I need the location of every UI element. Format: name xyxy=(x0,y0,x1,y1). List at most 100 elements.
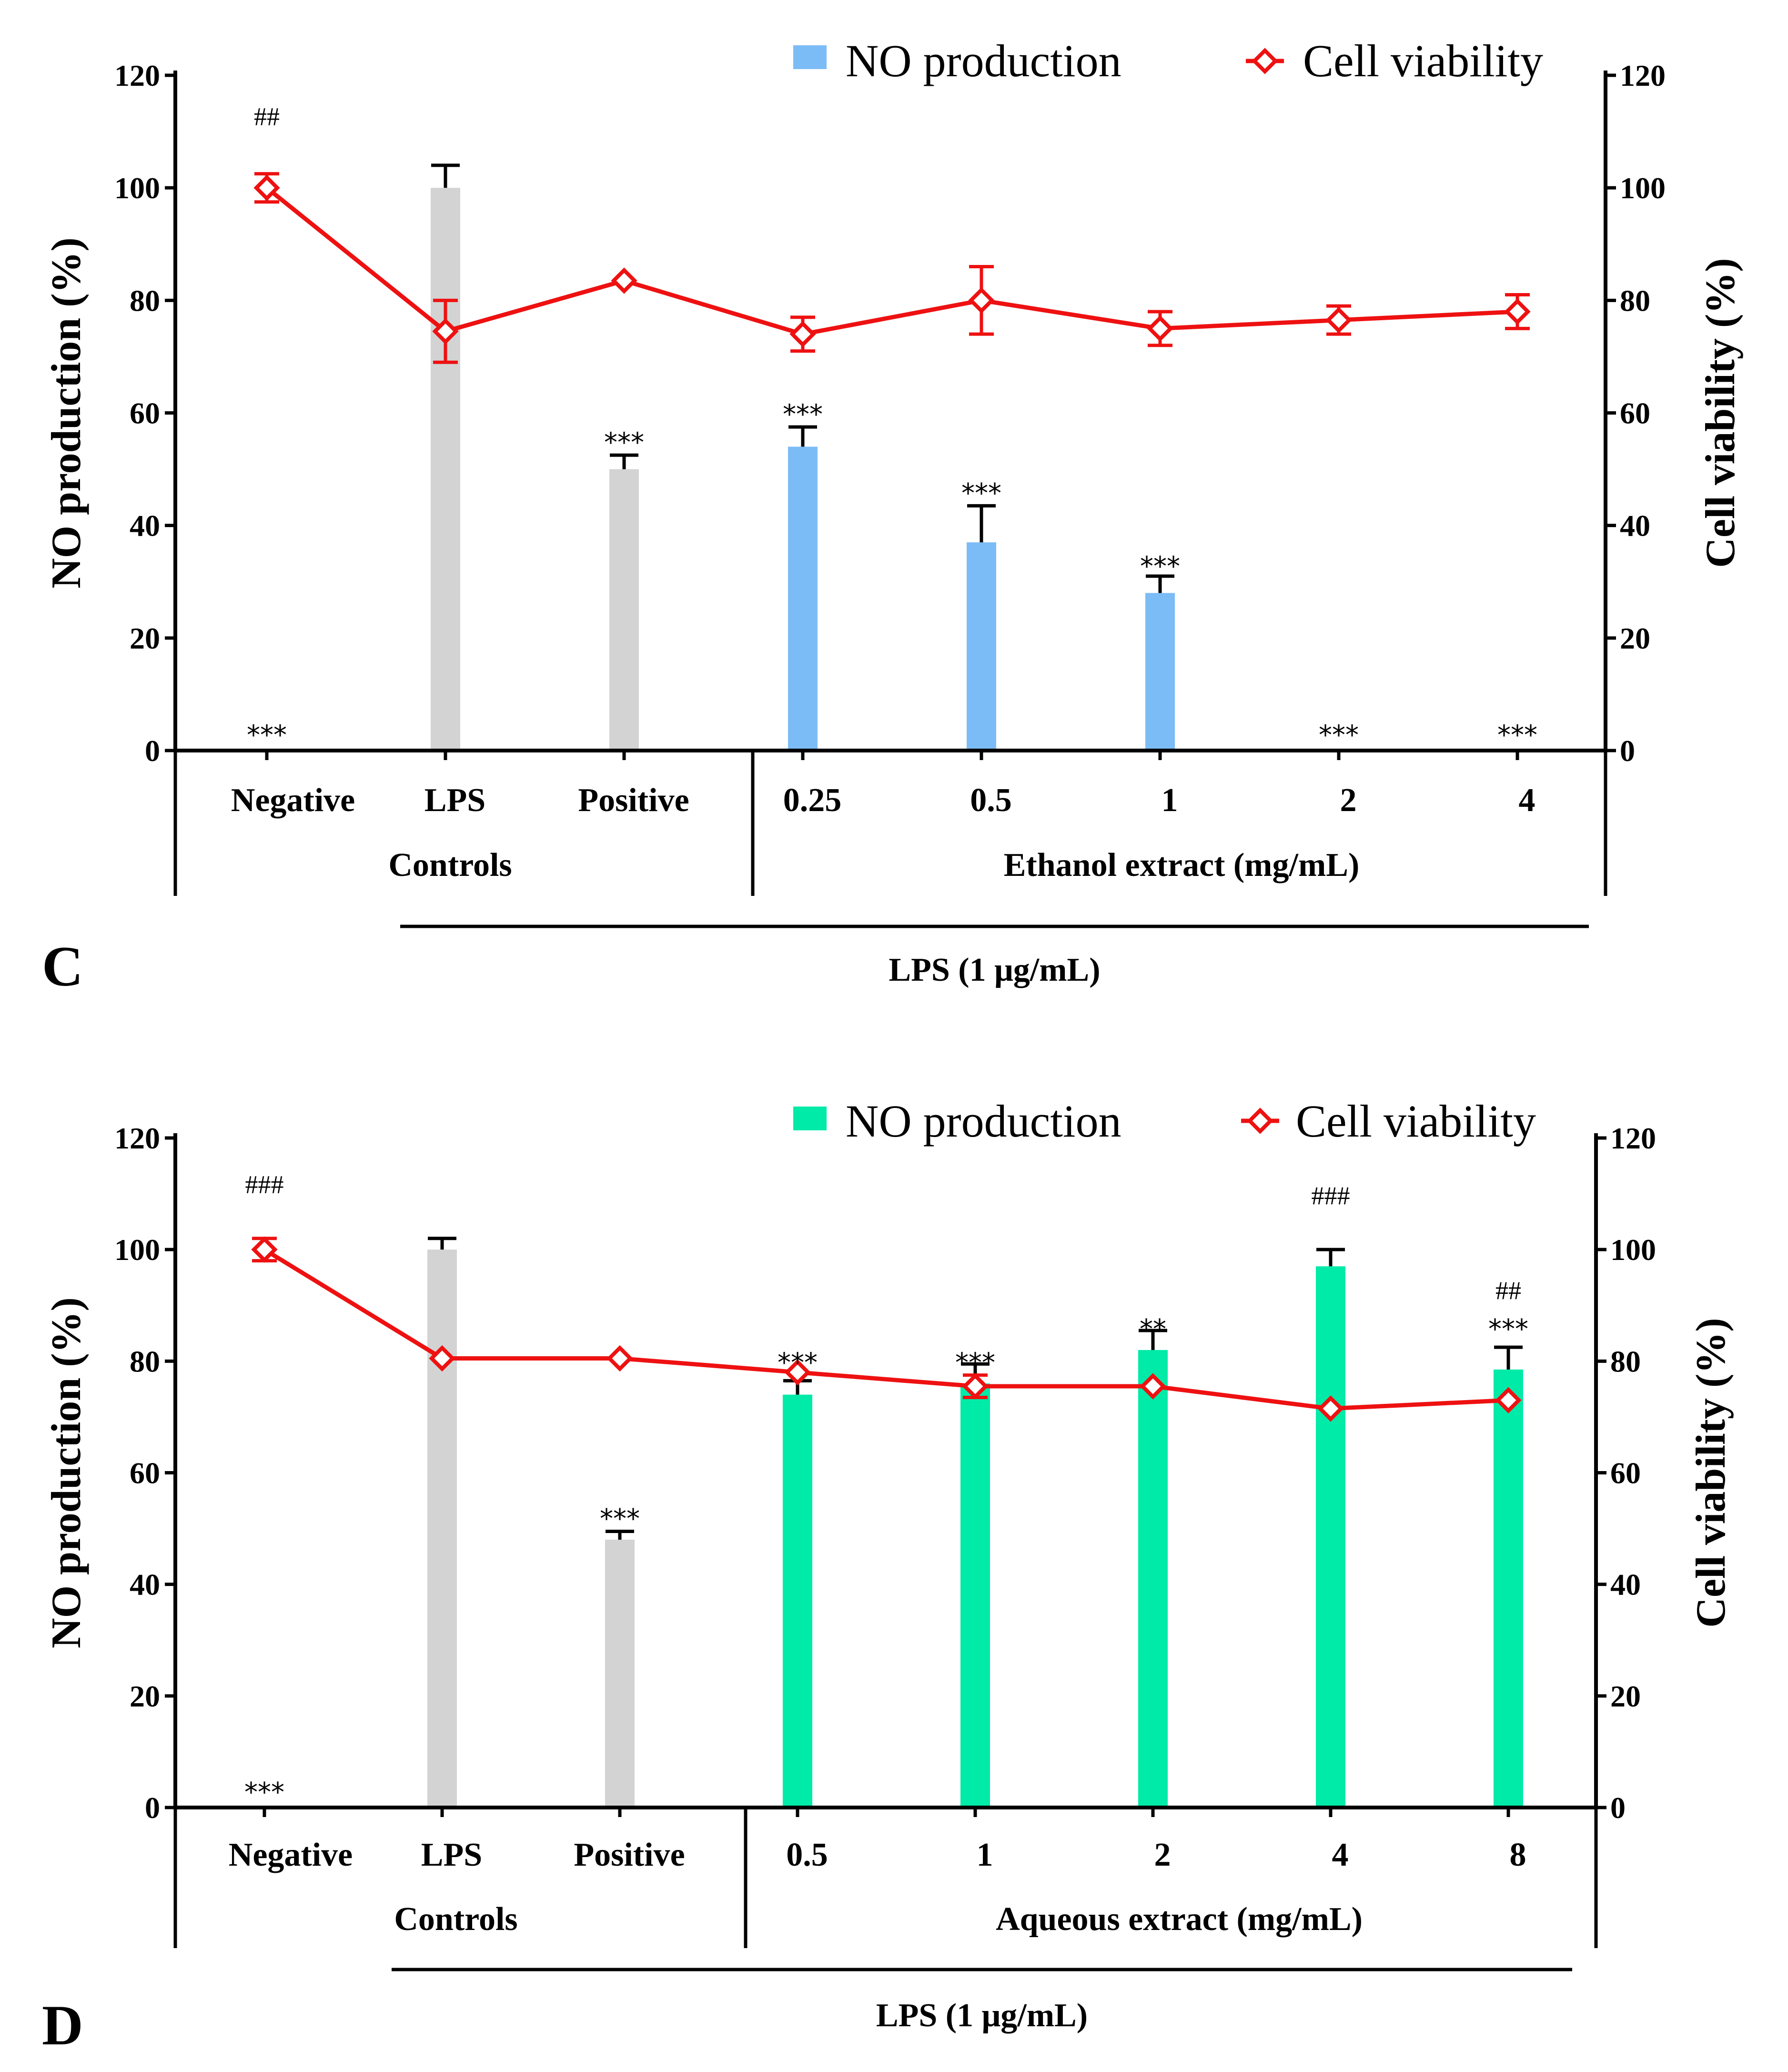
x-tick-label: 0.5 xyxy=(970,782,1012,819)
right-y-tick-label: 40 xyxy=(1610,1568,1641,1602)
treatment-label: LPS (1 μg/mL) xyxy=(889,952,1100,988)
bar xyxy=(1145,593,1175,751)
significance-marker: *** xyxy=(1319,720,1359,751)
bar xyxy=(427,1249,457,1808)
significance-marker: *** xyxy=(783,399,823,430)
viability-point xyxy=(611,267,637,294)
right-y-tick-label: 0 xyxy=(1610,1791,1626,1825)
significance-marker: ** xyxy=(1140,1314,1166,1345)
right-y-tick-label: 120 xyxy=(1620,59,1666,92)
x-tick-label: Negative xyxy=(229,1837,353,1873)
bar xyxy=(967,542,996,751)
significance-marker: *** xyxy=(1497,720,1537,751)
legend-line-marker xyxy=(1247,1107,1273,1134)
viability-point xyxy=(429,1345,455,1372)
treatment-label: LPS (1 μg/mL) xyxy=(876,1997,1088,2034)
left-y-tick-label: 20 xyxy=(130,621,160,655)
viability-point xyxy=(1495,1387,1522,1413)
viability-point xyxy=(789,321,816,347)
significance-marker: ## xyxy=(1495,1276,1521,1305)
panel-label: C xyxy=(42,934,83,998)
legend-line-label: Cell viability xyxy=(1296,1096,1536,1147)
viability-point xyxy=(1317,1395,1344,1422)
group-label-controls: Controls xyxy=(394,1901,517,1938)
viability-point xyxy=(968,287,995,314)
legend-line-marker xyxy=(1252,48,1278,74)
legend-line-label: Cell viability xyxy=(1303,35,1543,86)
left-y-tick-label: 80 xyxy=(130,1344,160,1378)
significance-marker: ### xyxy=(1312,1181,1350,1210)
right-y-tick-label: 20 xyxy=(1610,1679,1641,1713)
right-y-tick-label: 40 xyxy=(1620,509,1650,543)
left-y-tick-label: 80 xyxy=(130,284,160,317)
bar xyxy=(1316,1266,1345,1808)
right-y-tick-label: 60 xyxy=(1610,1456,1641,1490)
x-tick-label: LPS xyxy=(421,1837,482,1873)
left-y-tick-label: 0 xyxy=(145,734,160,768)
right-y-tick-label: 100 xyxy=(1620,171,1666,205)
right-y-tick-label: 100 xyxy=(1610,1233,1656,1267)
bar xyxy=(1494,1369,1523,1808)
significance-marker: *** xyxy=(600,1503,640,1534)
right-y-tick-label: 20 xyxy=(1620,621,1650,655)
bar xyxy=(1138,1350,1168,1808)
y2-axis-title: Cell viability (%) xyxy=(1697,258,1744,568)
x-tick-label: 4 xyxy=(1332,1837,1349,1873)
significance-marker: ### xyxy=(245,1170,284,1199)
viability-point xyxy=(606,1345,633,1372)
viability-point xyxy=(784,1359,811,1386)
x-tick-label: 2 xyxy=(1154,1837,1171,1873)
significance-marker: *** xyxy=(247,720,287,751)
cell-viability-line xyxy=(263,1248,1509,1411)
left-y-tick-label: 100 xyxy=(114,1233,160,1267)
x-tick-label: Positive xyxy=(578,782,689,819)
right-y-tick-label: 80 xyxy=(1620,284,1650,317)
group-label-extract: Ethanol extract (mg/mL) xyxy=(1004,847,1360,884)
bar xyxy=(960,1383,990,1808)
significance-marker: *** xyxy=(1488,1314,1528,1345)
x-tick-label: 2 xyxy=(1340,782,1357,819)
significance-marker: *** xyxy=(778,1347,818,1378)
x-tick-label: 1 xyxy=(1162,782,1178,819)
x-tick-label: Positive xyxy=(574,1837,685,1873)
bar xyxy=(609,469,639,751)
viability-point xyxy=(253,174,280,201)
right-y-tick-label: 80 xyxy=(1610,1344,1641,1378)
viability-point xyxy=(1325,307,1352,334)
legend-bar-label: NO production xyxy=(846,35,1121,86)
y2-axis-title: Cell viability (%) xyxy=(1688,1318,1734,1627)
significance-marker: ## xyxy=(254,102,280,131)
right-y-tick-label: 120 xyxy=(1610,1121,1656,1155)
y-axis-title: NO production (%) xyxy=(43,237,90,589)
x-tick-label: 8 xyxy=(1510,1837,1526,1873)
chart-panel-C: Negative LPS Positive 0.25 0.5 1 2 402040608010… xyxy=(42,35,1744,998)
left-y-tick-label: 60 xyxy=(130,396,160,430)
left-y-tick-label: 120 xyxy=(114,59,160,92)
bar xyxy=(783,1394,812,1808)
viability-point xyxy=(432,318,459,345)
viability-point xyxy=(251,1236,278,1263)
significance-marker: *** xyxy=(604,427,644,458)
significance-marker: *** xyxy=(955,1347,995,1378)
x-tick-label: 0.25 xyxy=(783,782,842,819)
legend-bar-label: NO production xyxy=(846,1096,1121,1147)
legend-bar-swatch xyxy=(793,45,827,69)
chart-panel-D: Negative LPS Positive 0.5 1 2 4 802040608010012… xyxy=(42,1096,1734,2057)
right-y-tick-label: 60 xyxy=(1620,396,1650,430)
viability-point xyxy=(1140,1373,1166,1400)
panel-label: D xyxy=(42,1993,83,2057)
x-tick-label: 4 xyxy=(1519,782,1535,819)
left-y-tick-label: 60 xyxy=(130,1456,160,1490)
viability-point xyxy=(1147,315,1173,342)
group-label-extract: Aqueous extract (mg/mL) xyxy=(996,1901,1363,1938)
legend-bar-swatch xyxy=(793,1107,827,1130)
x-tick-label: LPS xyxy=(424,782,485,819)
x-tick-label: 0.5 xyxy=(786,1837,828,1873)
x-tick-label: 1 xyxy=(977,1837,993,1873)
left-y-tick-label: 40 xyxy=(130,1568,160,1602)
left-y-tick-label: 0 xyxy=(145,1791,160,1825)
bar xyxy=(788,447,818,751)
bar xyxy=(605,1540,635,1808)
group-label-controls: Controls xyxy=(388,847,512,884)
